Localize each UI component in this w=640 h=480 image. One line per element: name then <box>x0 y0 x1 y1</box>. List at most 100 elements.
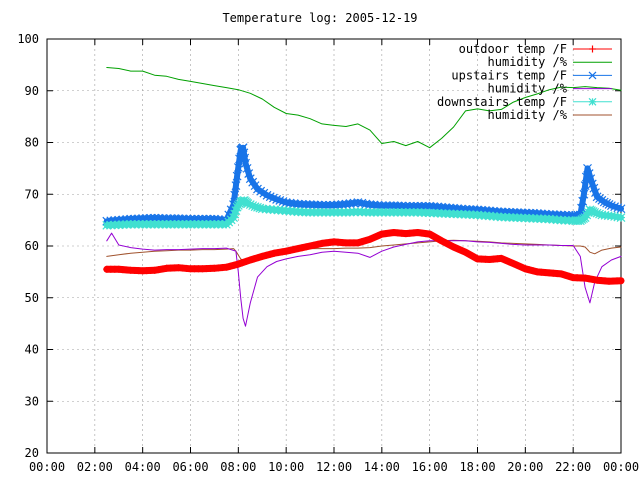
data-point <box>409 201 419 211</box>
data-point <box>617 277 625 285</box>
data-point <box>313 200 323 210</box>
data-point <box>244 169 254 178</box>
data-point <box>242 163 252 173</box>
legend-label: outdoor temp /F <box>459 42 567 56</box>
data-point <box>369 200 379 210</box>
y-tick-label: 50 <box>25 291 39 305</box>
y-tick-label: 40 <box>25 343 39 357</box>
x-tick-label: 18:00 <box>459 460 495 474</box>
data-point <box>462 248 470 256</box>
x-tick-label: 08:00 <box>220 460 256 474</box>
data-point <box>254 254 262 262</box>
series-3 <box>106 232 622 327</box>
axes <box>46 38 622 454</box>
data-point <box>234 260 242 268</box>
x-tick-label: 04:00 <box>125 460 161 474</box>
data-point <box>429 202 439 211</box>
data-point <box>505 258 513 266</box>
data-point <box>458 246 466 254</box>
x-tick-label: 14:00 <box>364 460 400 474</box>
data-point <box>222 263 230 271</box>
plot-area <box>102 67 626 327</box>
data-point <box>278 248 286 256</box>
data-point <box>275 196 285 205</box>
data-point <box>278 197 288 206</box>
data-point <box>613 203 623 213</box>
data-point <box>274 249 282 257</box>
data-point <box>358 238 366 246</box>
data-point <box>438 237 446 245</box>
data-point <box>616 213 626 222</box>
data-point <box>509 260 517 268</box>
y-tick-label: 20 <box>25 446 39 460</box>
y-tick-label: 80 <box>25 136 39 150</box>
data-point <box>337 200 347 209</box>
x-tick-label: 00:00 <box>29 460 65 474</box>
data-point <box>401 201 411 211</box>
series-0 <box>103 229 625 285</box>
data-point <box>246 256 254 264</box>
data-point <box>581 274 589 282</box>
data-point <box>290 245 298 253</box>
data-point <box>417 201 427 211</box>
y-tick-label: 100 <box>17 32 39 46</box>
grid <box>47 39 621 453</box>
data-point <box>232 171 242 181</box>
legend-label: downstairs temp /F <box>437 95 567 109</box>
data-point <box>238 259 246 267</box>
data-point <box>583 163 592 173</box>
data-point <box>231 181 241 191</box>
data-point <box>577 203 586 213</box>
data-point <box>155 266 163 274</box>
data-point <box>525 266 533 274</box>
data-point <box>266 250 274 258</box>
data-point <box>442 239 450 247</box>
data-point <box>393 201 403 211</box>
x-tick-label: 20:00 <box>507 460 543 474</box>
legend-label: upstairs temp /F <box>451 68 567 82</box>
data-point <box>321 200 331 210</box>
data-point <box>377 201 387 211</box>
data-point <box>226 262 234 270</box>
data-point <box>517 263 525 271</box>
data-point <box>297 199 307 209</box>
data-point <box>366 235 374 243</box>
data-point <box>513 261 521 269</box>
x-tick-label: 22:00 <box>555 460 591 474</box>
series-line <box>103 229 625 285</box>
data-point <box>580 181 590 191</box>
x-tick-label: 16:00 <box>412 460 448 474</box>
data-point <box>434 235 442 243</box>
data-point <box>282 247 290 255</box>
data-point <box>599 197 609 207</box>
legend-marker <box>589 45 596 53</box>
data-point <box>586 174 596 184</box>
data-point <box>241 158 250 168</box>
data-point <box>413 201 423 211</box>
data-point <box>314 240 322 248</box>
data-point <box>365 200 375 210</box>
data-point <box>604 200 614 209</box>
data-point <box>584 169 594 178</box>
legend-label: humidity /% <box>488 55 568 69</box>
data-point <box>589 275 597 283</box>
data-point <box>286 246 294 254</box>
series-4 <box>102 196 626 230</box>
x-tick-label: 02:00 <box>77 460 113 474</box>
data-point <box>306 242 314 250</box>
data-point <box>470 253 478 261</box>
data-point <box>302 243 310 251</box>
data-point <box>430 232 438 240</box>
data-point <box>325 200 335 210</box>
plot-border <box>46 38 622 454</box>
data-point <box>301 200 311 209</box>
series-1 <box>106 67 622 149</box>
data-point <box>381 201 391 211</box>
data-point <box>370 234 378 242</box>
data-point <box>333 200 343 210</box>
data-point <box>298 244 306 252</box>
data-point <box>529 267 537 275</box>
data-point <box>426 230 434 238</box>
x-tick-label: 10:00 <box>268 460 304 474</box>
